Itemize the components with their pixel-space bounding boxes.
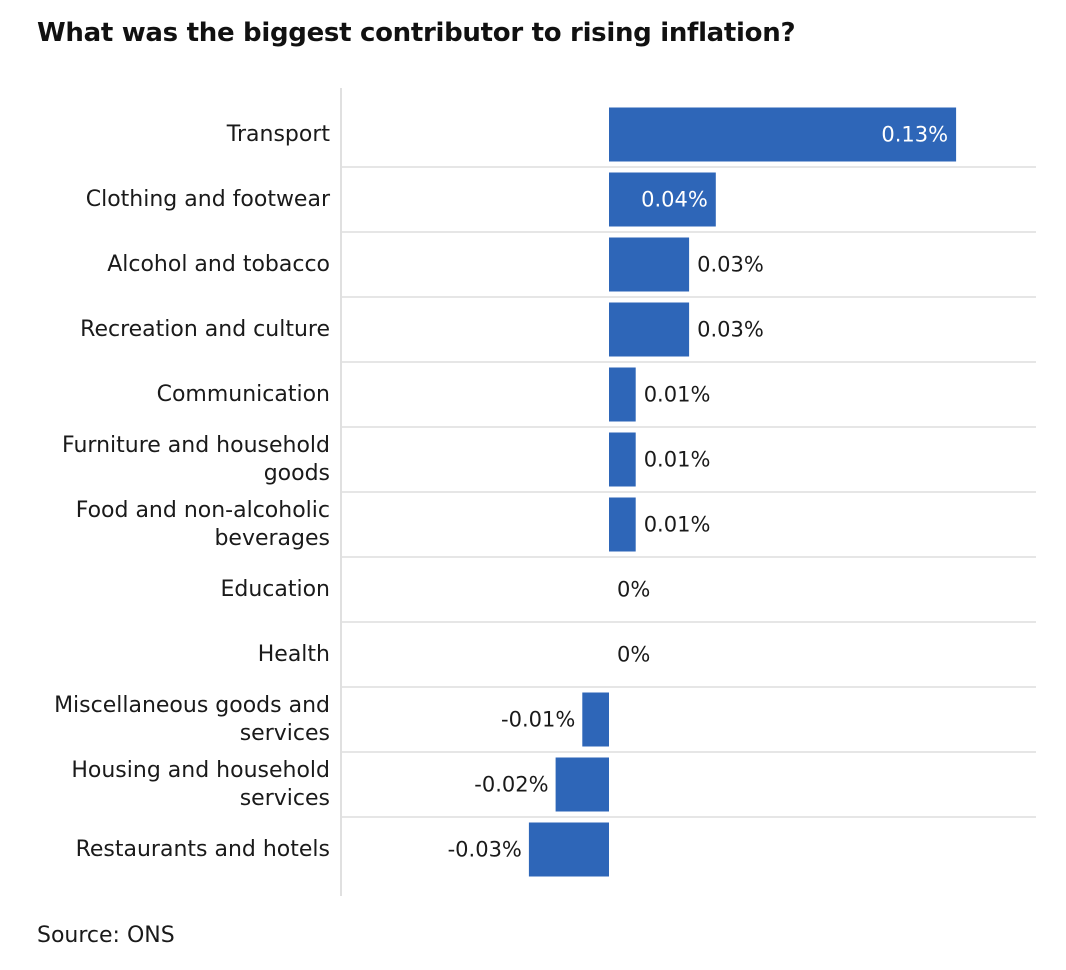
- bar: [555, 757, 609, 812]
- bar: [609, 302, 690, 357]
- category-label: Transport: [226, 122, 331, 147]
- value-label: 0.13%: [881, 123, 948, 147]
- value-label: 0.01%: [644, 448, 711, 472]
- bar: [609, 432, 636, 487]
- grid-lines: [341, 166, 1036, 818]
- bar: [609, 107, 957, 162]
- category-label: Furniture and household goods: [62, 433, 330, 486]
- bar: [609, 367, 636, 422]
- category-label: Housing and household services: [71, 758, 330, 811]
- value-label: 0.01%: [644, 513, 711, 537]
- category-label: Recreation and culture: [80, 317, 330, 342]
- category-label: Clothing and footwear: [86, 187, 331, 212]
- bar: [609, 497, 636, 552]
- bar: [609, 172, 716, 227]
- source-note: Source: ONS: [37, 923, 175, 948]
- value-label: 0.03%: [697, 253, 764, 277]
- category-label: Alcohol and tobacco: [107, 252, 330, 277]
- value-label: 0%: [617, 578, 650, 602]
- bars: [528, 107, 957, 877]
- value-label: -0.02%: [474, 773, 548, 797]
- category-label: Education: [220, 577, 330, 602]
- bar: [528, 822, 609, 877]
- category-label: Health: [258, 642, 330, 667]
- value-label: 0.04%: [641, 188, 708, 212]
- value-label: 0.03%: [697, 318, 764, 342]
- category-label: Miscellaneous goods and services: [54, 693, 330, 746]
- chart-title: What was the biggest contributor to risi…: [37, 18, 796, 48]
- category-labels: Transport Clothing and footwear Alcohol an…: [54, 122, 331, 862]
- value-labels: 0.13% 0.04% 0.03% 0.03% 0.01% 0.01% 0.01% 0% 0% -…: [448, 123, 948, 862]
- value-label: 0.01%: [644, 383, 711, 407]
- value-label: -0.03%: [448, 838, 522, 862]
- category-label: Restaurants and hotels: [76, 837, 330, 862]
- value-label: -0.01%: [501, 708, 575, 732]
- category-label: Communication: [157, 382, 330, 407]
- category-label: Food and non-alcoholic beverages: [76, 498, 330, 551]
- bar: [609, 237, 690, 292]
- bar: [582, 692, 609, 747]
- value-label: 0%: [617, 643, 650, 667]
